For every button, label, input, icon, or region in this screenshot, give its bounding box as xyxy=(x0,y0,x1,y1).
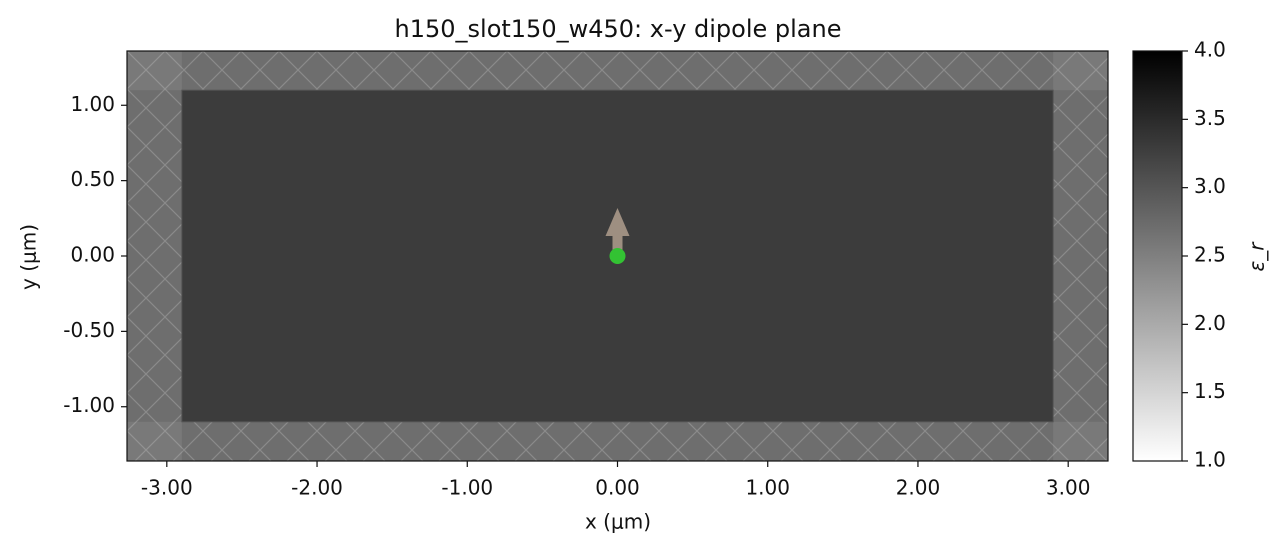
x-tick-label: -2.00 xyxy=(291,476,343,500)
y-tick-label: -0.50 xyxy=(63,318,115,342)
x-tick-label: 0.00 xyxy=(595,476,640,500)
x-tick-label: 3.00 xyxy=(1046,476,1091,500)
colorbar-tick-label: 2.5 xyxy=(1194,243,1226,267)
colorbar-tick-label: 2.0 xyxy=(1194,311,1226,335)
pml-corner xyxy=(1053,51,1108,91)
pml-corner xyxy=(127,51,182,91)
colorbar-label: ε_r xyxy=(1245,241,1269,272)
pml-corner xyxy=(127,421,182,461)
x-axis-label: x (μm) xyxy=(585,510,651,534)
colorbar-tick-label: 1.0 xyxy=(1194,448,1226,472)
colorbar-tick-label: 3.0 xyxy=(1194,174,1226,198)
dipole-source xyxy=(609,248,626,264)
y-axis-label: y (μm) xyxy=(17,224,41,290)
y-tick-label: -1.00 xyxy=(63,393,115,417)
y-tick-label: 0.00 xyxy=(70,243,115,267)
colorbar-tick-label: 4.0 xyxy=(1194,38,1226,62)
chart-title: h150_slot150_w450: x-y dipole plane xyxy=(395,15,842,43)
y-tick-label: 1.00 xyxy=(70,92,115,116)
x-tick-label: -3.00 xyxy=(141,476,193,500)
colorbar xyxy=(1132,50,1183,462)
x-tick-label: -1.00 xyxy=(441,476,493,500)
pml-corner xyxy=(1053,421,1108,461)
x-tick-label: 1.00 xyxy=(745,476,790,500)
y-tick-label: 0.50 xyxy=(70,167,115,191)
x-tick-label: 2.00 xyxy=(896,476,941,500)
colorbar-tick-label: 1.5 xyxy=(1194,379,1226,403)
colorbar-tick-label: 3.5 xyxy=(1194,106,1226,130)
dipole-arrow xyxy=(605,208,630,256)
